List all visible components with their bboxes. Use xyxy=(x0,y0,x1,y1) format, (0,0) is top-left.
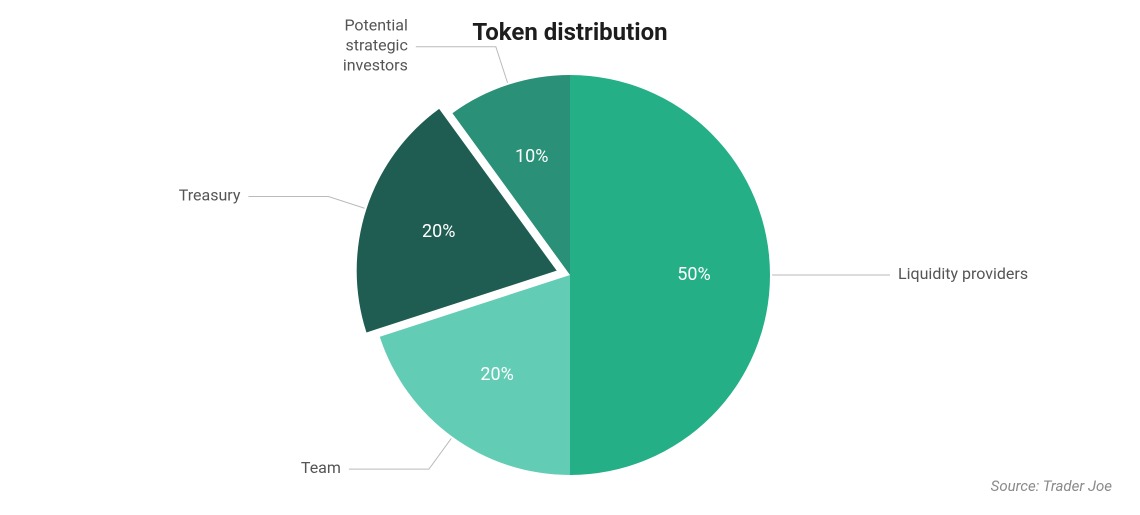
leader-line xyxy=(349,438,451,469)
slice-pct-label: 10% xyxy=(515,146,548,167)
leader-line xyxy=(416,47,508,83)
chart-source: Source: Trader Joe xyxy=(991,477,1112,495)
pie-chart-svg: 50% 20% 20% 10% Liquidity providers Team Trea… xyxy=(0,0,1140,515)
leader-line xyxy=(248,197,364,209)
slice-ext-label: Liquidity providers xyxy=(898,264,1028,283)
slice-pct-label: 20% xyxy=(480,364,513,385)
slice-ext-label: Potentialstrategicinvestors xyxy=(343,16,408,75)
slice-pct-label: 50% xyxy=(677,264,710,285)
pie-slice xyxy=(570,75,770,475)
chart-container: { "chart": { "type": "pie", "title": "To… xyxy=(0,0,1140,515)
slice-pct-label: 20% xyxy=(422,221,455,242)
slice-ext-label: Team xyxy=(301,458,341,477)
slice-ext-label: Treasury xyxy=(179,186,241,205)
